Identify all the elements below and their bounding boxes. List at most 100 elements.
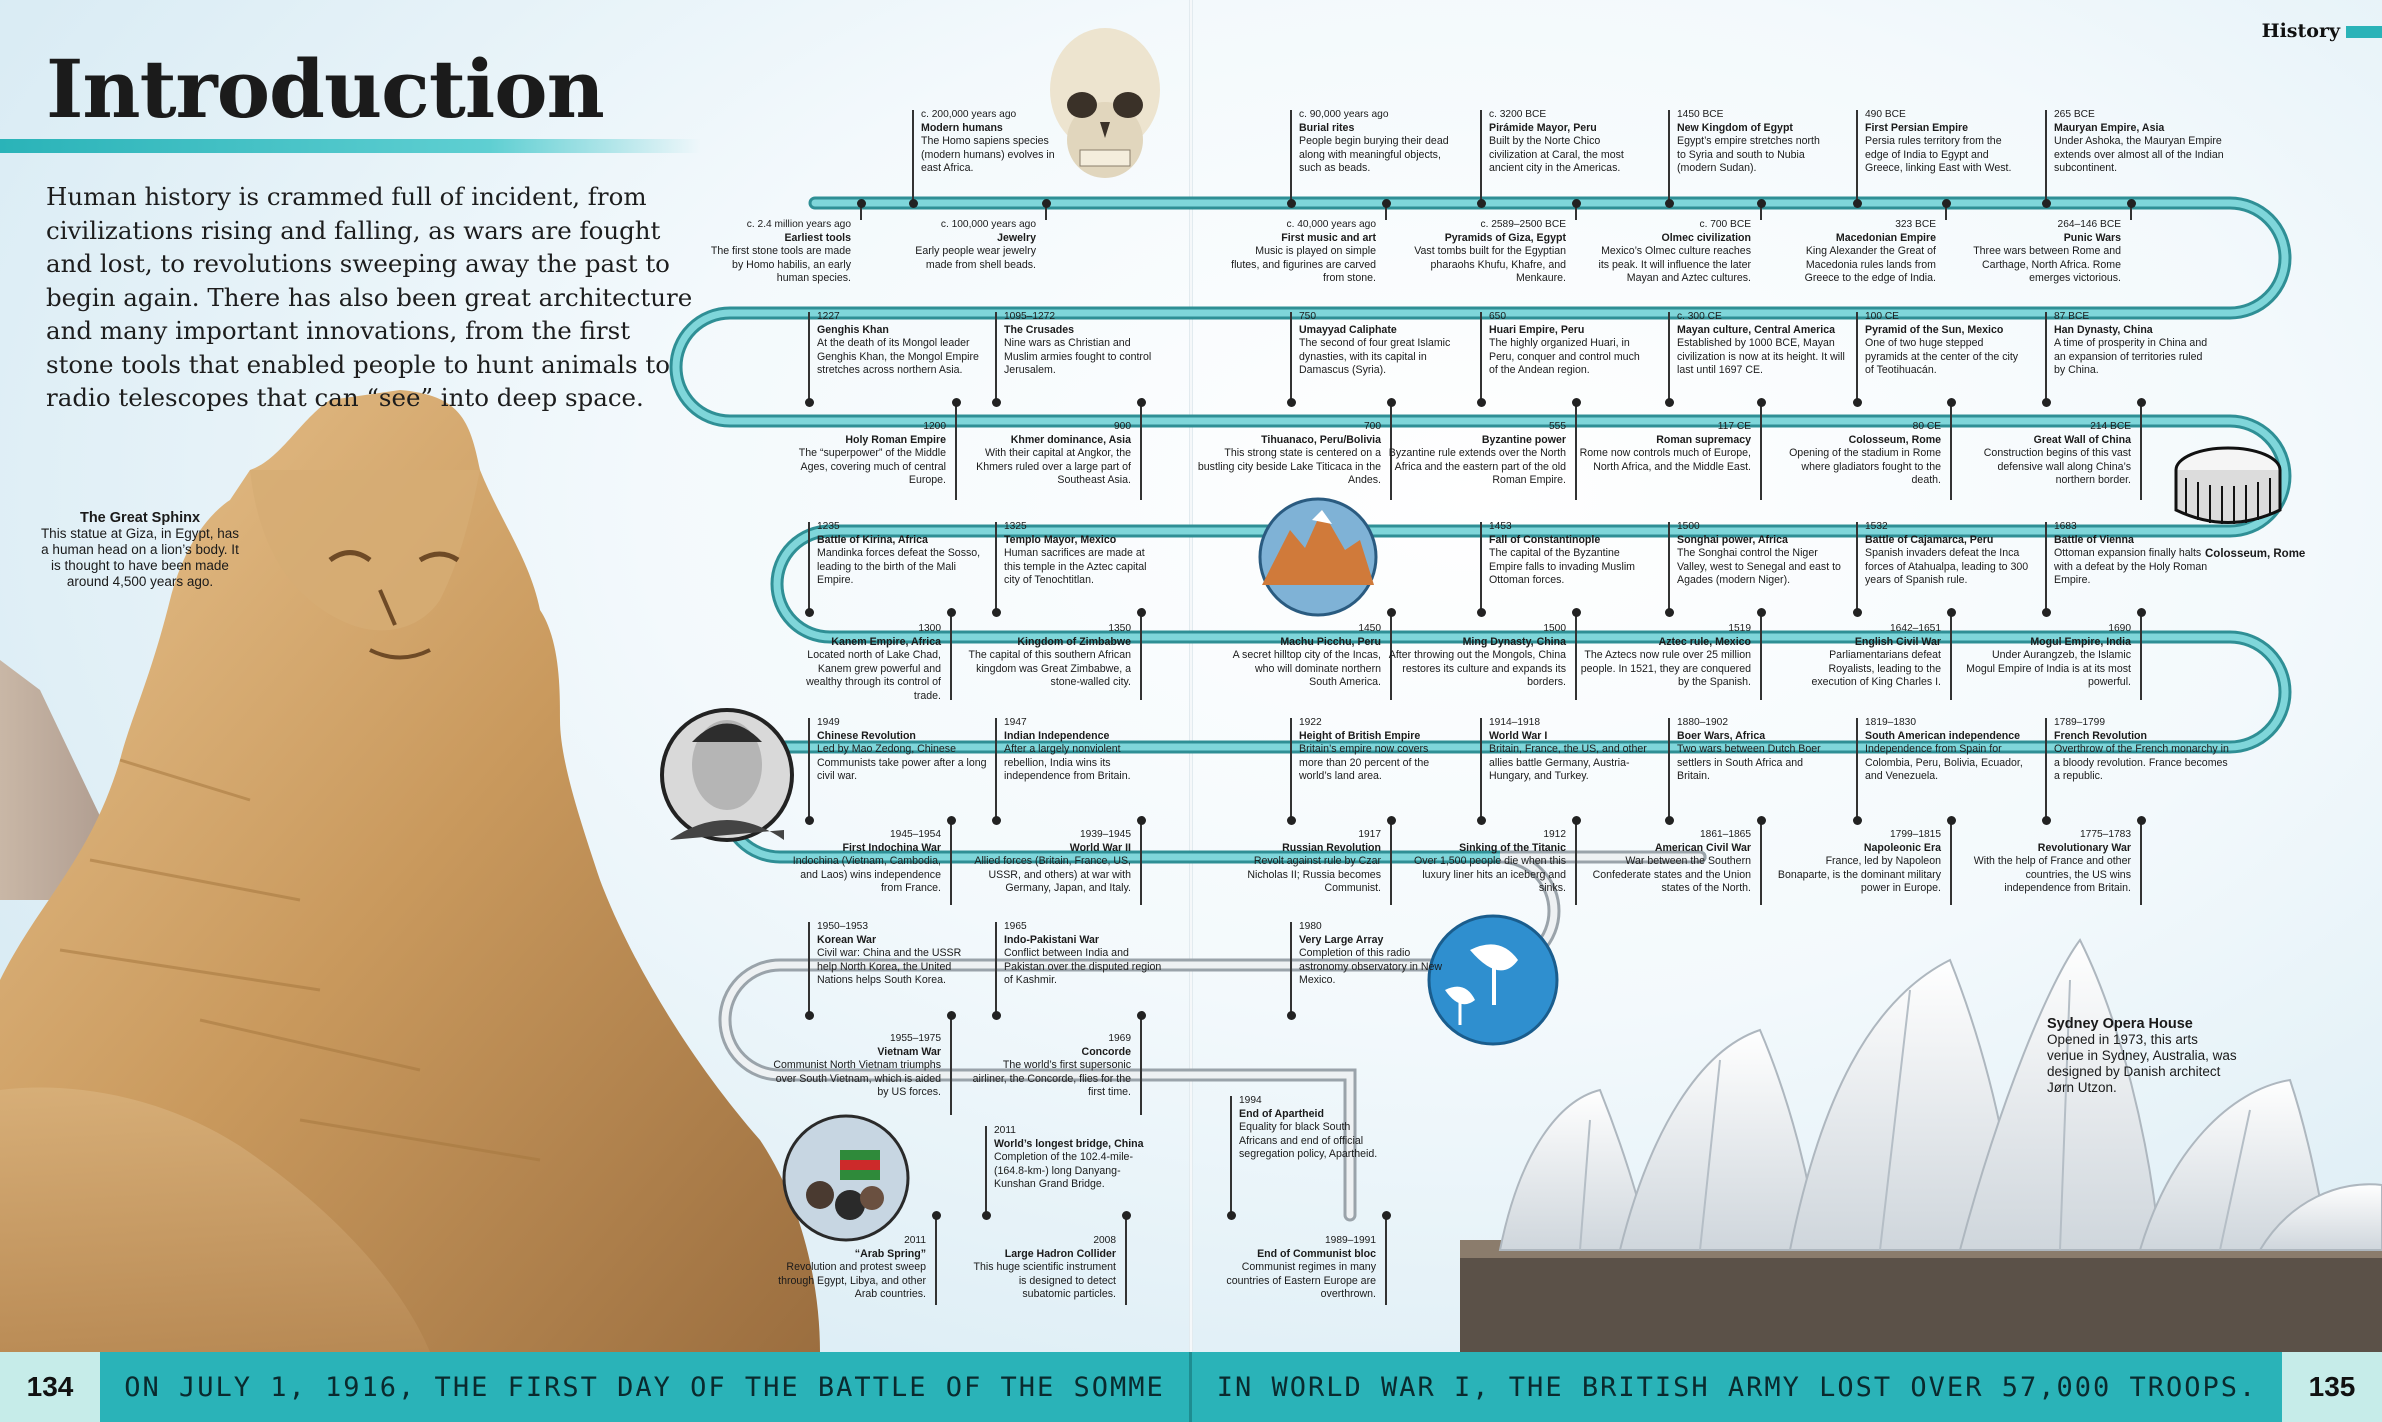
event-body: Music is played on simple flutes, and fi… xyxy=(1231,245,1376,285)
event-date: 265 BCE xyxy=(2054,109,2095,120)
timeline-event: 555 Byzantine power Byzantine rule extends… xyxy=(1366,420,1575,488)
event-date: 1325 xyxy=(1004,521,1027,532)
event-title: End of Communist bloc xyxy=(1257,1247,1376,1260)
event-body: Established by 1000 BCE, Mayan civilizat… xyxy=(1677,337,1845,377)
event-date: 1947 xyxy=(1004,717,1027,728)
event-dot xyxy=(991,607,1001,617)
event-dot xyxy=(1386,815,1396,825)
event-date: 750 xyxy=(1299,311,1316,322)
event-tick-line xyxy=(950,612,952,700)
event-tick-line xyxy=(808,312,810,402)
timeline-event: 1690 Mogul Empire, India Under Aurangzeb, … xyxy=(1961,622,2140,690)
event-body: After a largely nonviolent rebellion, In… xyxy=(1004,743,1131,783)
event-date: 700 xyxy=(1364,421,1381,432)
event-dot xyxy=(1946,397,1956,407)
event-date: 1642–1651 xyxy=(1890,623,1941,634)
event-tick-line xyxy=(1045,203,1047,220)
event-dot xyxy=(1571,607,1581,617)
timeline-event: 2008 Large Hadron Collider This huge scien… xyxy=(971,1234,1125,1302)
event-date: 117 CE xyxy=(1717,421,1751,432)
event-tick-line xyxy=(1575,203,1577,220)
intro-paragraph: Human history is crammed full of inciden… xyxy=(46,182,693,412)
event-date: 1819–1830 xyxy=(1865,717,1916,728)
event-dot xyxy=(1476,198,1486,208)
event-tick-line xyxy=(1385,203,1387,220)
event-tick-line xyxy=(1140,820,1142,905)
event-title: Machu Picchu, Peru xyxy=(1280,635,1381,648)
event-body: Over 1,500 people die when this luxury l… xyxy=(1414,855,1566,895)
event-title: Huari Empire, Peru xyxy=(1489,323,1585,336)
colosseum-icon xyxy=(2174,446,2282,524)
event-tick-line xyxy=(1140,612,1142,700)
timeline-event: 1500 Ming Dynasty, China After throwing ou… xyxy=(1381,622,1575,690)
event-dot xyxy=(1286,1010,1296,1020)
event-body: After throwing out the Mongols, China re… xyxy=(1388,649,1566,689)
event-date: c. 100,000 years ago xyxy=(940,219,1036,230)
event-dot xyxy=(804,1010,814,1020)
event-body: Two wars between Dutch Boer settlers in … xyxy=(1677,743,1821,783)
timeline-event: 1819–1830 South American independence Inde… xyxy=(1856,716,2040,784)
event-tick-line xyxy=(1390,612,1392,700)
event-body: People begin burying their dead along wi… xyxy=(1299,135,1449,175)
timeline-event: 1994 End of Apartheid Equality for black S… xyxy=(1230,1094,1384,1162)
event-body: Persia rules territory from the edge of … xyxy=(1865,135,2012,175)
timeline-event: 1799–1815 Napoleonic Era France, led by Na… xyxy=(1776,828,1950,896)
event-tick-line xyxy=(2140,612,2142,700)
event-body: Britain’s empire now covers more than 20… xyxy=(1299,743,1430,783)
event-tick-line xyxy=(1575,402,1577,500)
event-tick-line xyxy=(2045,312,2047,402)
event-title: Kanem Empire, Africa xyxy=(831,635,941,648)
event-date: 1235 xyxy=(817,521,840,532)
event-dot xyxy=(951,397,961,407)
event-tick-line xyxy=(1856,110,1858,203)
event-date: 1950–1953 xyxy=(817,921,868,932)
event-date: c. 3200 BCE xyxy=(1489,109,1547,120)
event-dot xyxy=(1664,815,1674,825)
timeline-event: c. 200,000 years ago Modern humans The Hom… xyxy=(912,108,1071,176)
event-dot xyxy=(856,198,866,208)
timeline-event: 1969 Concorde The world’s first supersonic… xyxy=(966,1032,1140,1100)
timeline-event: 1532 Battle of Cajamarca, Peru Spanish inv… xyxy=(1856,520,2040,588)
event-date: 1980 xyxy=(1299,921,1322,932)
event-tick-line xyxy=(1668,312,1670,402)
event-tick-line xyxy=(995,718,997,820)
event-tick-line xyxy=(935,1215,937,1305)
event-body: Byzantine rule extends over the North Af… xyxy=(1388,447,1566,487)
timeline-event: 1950–1953 Korean War Civil war: China and … xyxy=(808,920,982,988)
timeline-event: 1789–1799 French Revolution Overthrow of t… xyxy=(2045,716,2229,784)
event-title: Han Dynasty, China xyxy=(2054,323,2153,336)
event-body: Spanish invaders defeat the Inca forces … xyxy=(1865,547,2029,587)
event-dot xyxy=(1852,397,1862,407)
event-body: Egypt’s empire stretches north to Syria … xyxy=(1677,135,1820,175)
skull-icon xyxy=(1050,28,1160,178)
event-date: 80 CE xyxy=(1912,421,1941,432)
event-title: Mogul Empire, India xyxy=(2030,635,2131,648)
event-tick-line xyxy=(995,922,997,1015)
opera-caption-title: Sydney Opera House xyxy=(2047,1016,2193,1032)
event-dot xyxy=(991,815,1001,825)
event-dot xyxy=(946,815,956,825)
timeline-event: c. 2589–2500 BCE Pyramids of Giza, Egypt V… xyxy=(1411,218,1575,286)
event-date: 1939–1945 xyxy=(1080,829,1131,840)
event-title: Boer Wars, Africa xyxy=(1677,729,1766,742)
event-date: 1945–1954 xyxy=(890,829,941,840)
event-dot xyxy=(1476,397,1486,407)
event-body: This strong state is centered on a bustl… xyxy=(1197,447,1381,487)
event-tick-line xyxy=(1390,820,1392,905)
event-date: 323 BCE xyxy=(1895,219,1936,230)
event-title: Battle of Vienna xyxy=(2054,533,2134,546)
event-title: Modern humans xyxy=(921,121,1003,134)
event-title: World’s longest bridge, China xyxy=(994,1137,1144,1150)
event-title: Tihuanaco, Peru/Bolivia xyxy=(1261,433,1381,446)
timeline-event: 1922 Height of British Empire Britain’s em… xyxy=(1290,716,1454,784)
event-title: “Arab Spring” xyxy=(854,1247,926,1260)
event-body: Mexico’s Olmec culture reaches its peak.… xyxy=(1598,245,1751,285)
event-tick-line xyxy=(1480,718,1482,820)
sphinx-caption-body: This statue at Giza, in Egypt, has a hum… xyxy=(40,526,240,589)
event-title: Pyramids of Giza, Egypt xyxy=(1444,231,1566,244)
title-underline-bar xyxy=(0,139,700,153)
event-body: Completion of the 102.4-mile- (164.8-km-… xyxy=(994,1151,1133,1191)
event-body: A secret hilltop city of the Incas, who … xyxy=(1232,649,1381,689)
timeline-event: c. 3200 BCE Pirámide Mayor, Peru Built by … xyxy=(1480,108,1649,176)
